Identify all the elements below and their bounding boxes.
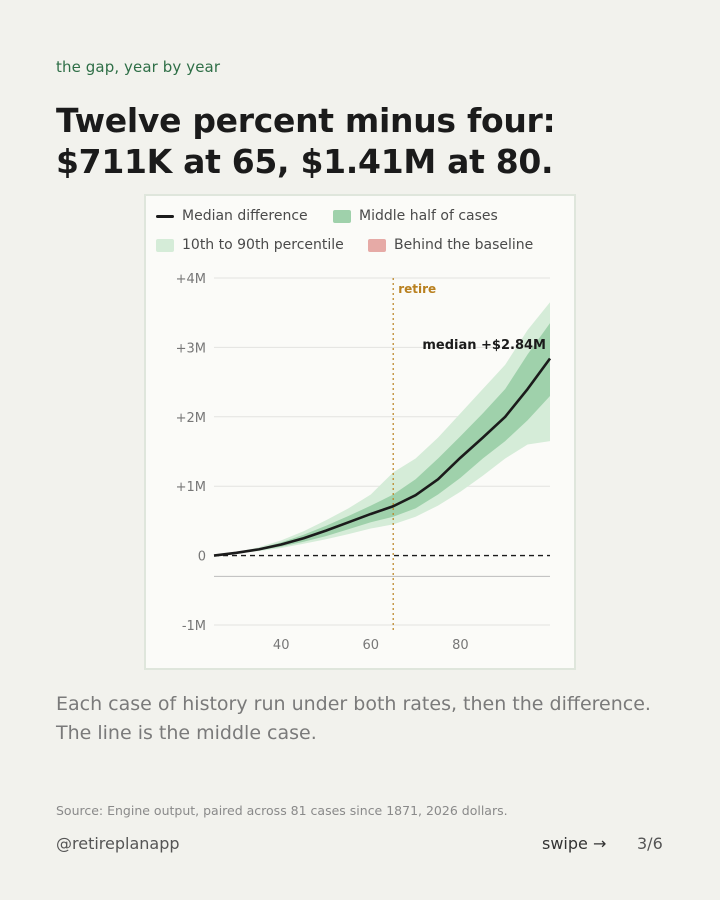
legend-p10-p90-swatch [156,238,174,252]
chart-plot: -1M 0 +1M +2M +3M +4M 40 60 80 retire median +$2.8… [176,272,552,653]
y-tick-label: +1M [176,480,206,495]
legend-middle-half-swatch [333,209,351,223]
x-tick-label: 80 [452,638,469,653]
legend-median-swatch [156,214,174,218]
median-line [213,357,552,557]
x-tick-label: 40 [273,638,290,653]
x-tick-label: 60 [363,638,380,653]
legend-p10-p90: 10th to 90th percentile [156,237,344,253]
y-tick-label: +3M [176,341,206,356]
y-tick-label: -1M [182,619,206,634]
legend-middle-half-label: Middle half of cases [359,208,498,224]
footer-handle: @retireplanapp [56,834,180,853]
source-note: Source: Engine output, paired across 81 … [56,803,508,818]
page-indicator: 3/6 [637,834,663,853]
body-text: Each case of history run under both rate… [56,693,651,744]
legend-behind: Behind the baseline [368,237,533,253]
y-tick-label: +4M [176,272,206,287]
eyebrow-label: the gap, year by year [56,58,221,76]
legend-p10-p90-label: 10th to 90th percentile [182,237,344,253]
legend-median: Median difference [156,208,308,224]
chart-card: Median difference Middle half of cases 1… [144,194,576,670]
legend-middle-half: Middle half of cases [333,208,498,224]
y-tick-label: +2M [176,411,206,426]
median-annotation: median +$2.84M [422,338,546,353]
swipe-button[interactable]: swipe → [542,834,607,853]
legend-behind-swatch [368,238,386,252]
headline: Twelve percent minus four: $711K at 65, … [56,101,556,181]
legend-behind-label: Behind the baseline [394,237,534,253]
legend-median-label: Median difference [182,208,308,224]
y-tick-label: 0 [198,550,206,565]
retire-label: retire [398,282,436,296]
